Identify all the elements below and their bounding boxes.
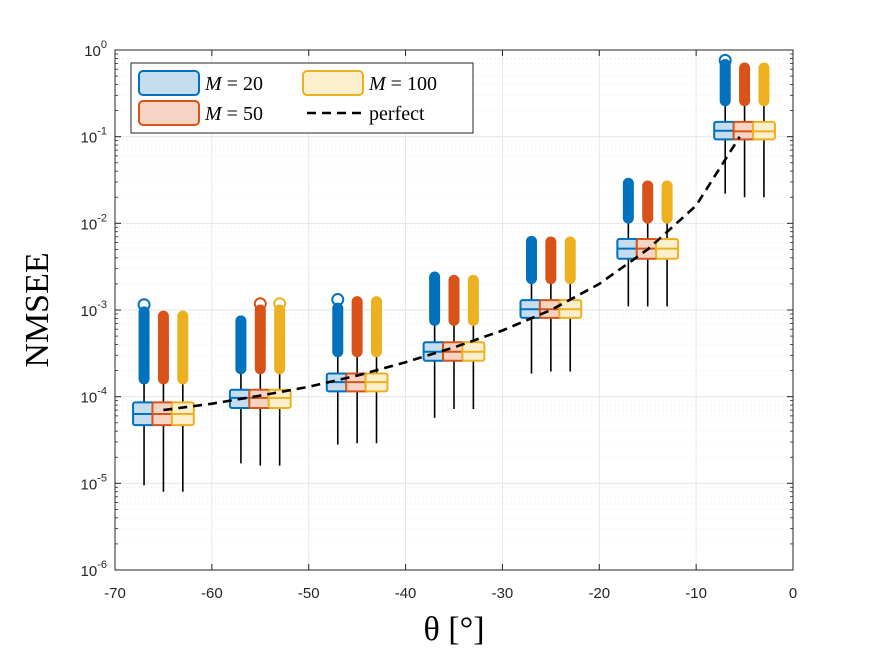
series-m100 — [170, 62, 776, 492]
perfect-curve — [163, 136, 741, 412]
legend-entry: M = 20 — [138, 70, 263, 96]
x-axis-label: θ [°] — [423, 611, 484, 648]
legend-label: M = 50 — [204, 103, 263, 125]
legend-label: perfect — [369, 103, 425, 125]
outlier-point — [137, 298, 151, 312]
x-tick-label: -10 — [685, 585, 707, 602]
legend-entry: perfect — [307, 103, 425, 125]
outlier-point — [331, 293, 345, 307]
axis-ticks: -70 -60 -50 -40 -30 -20 -10 0 10-6 10-5 10-4 10-3 10… — [81, 39, 798, 602]
outlier-point — [253, 297, 267, 311]
y-axis-label: NMSEE — [19, 252, 56, 367]
series-m20 — [132, 53, 738, 486]
outlier-point — [718, 53, 732, 67]
legend-entry: M = 50 — [138, 100, 263, 126]
x-tick-label: -60 — [201, 585, 223, 602]
x-tick-label: -30 — [492, 585, 514, 602]
legend: M = 20 M = 100 M = 50 perfect — [130, 62, 474, 134]
legend-swatch — [138, 100, 200, 126]
y-tick-label: 10-4 — [81, 386, 107, 407]
x-tick-label: -40 — [395, 585, 417, 602]
y-tick-label: 10-3 — [81, 299, 107, 320]
x-tick-label: 0 — [789, 585, 797, 602]
y-tick-label: 10-2 — [81, 212, 107, 233]
y-tick-label: 10-1 — [81, 126, 107, 147]
x-tick-label: -20 — [588, 585, 610, 602]
legend-swatch — [138, 70, 200, 96]
legend-swatch — [302, 70, 364, 96]
y-tick-label: 10-6 — [81, 559, 107, 580]
legend-label: M = 20 — [204, 73, 263, 95]
y-tick-label: 100 — [84, 39, 107, 60]
y-tick-label: 10-5 — [81, 472, 107, 493]
perfect-curve-group — [163, 136, 741, 412]
x-tick-label: -50 — [298, 585, 320, 602]
outlier-point — [273, 297, 287, 311]
legend-entry: M = 100 — [302, 70, 437, 96]
x-tick-label: -70 — [104, 585, 126, 602]
legend-label: M = 100 — [368, 73, 437, 95]
